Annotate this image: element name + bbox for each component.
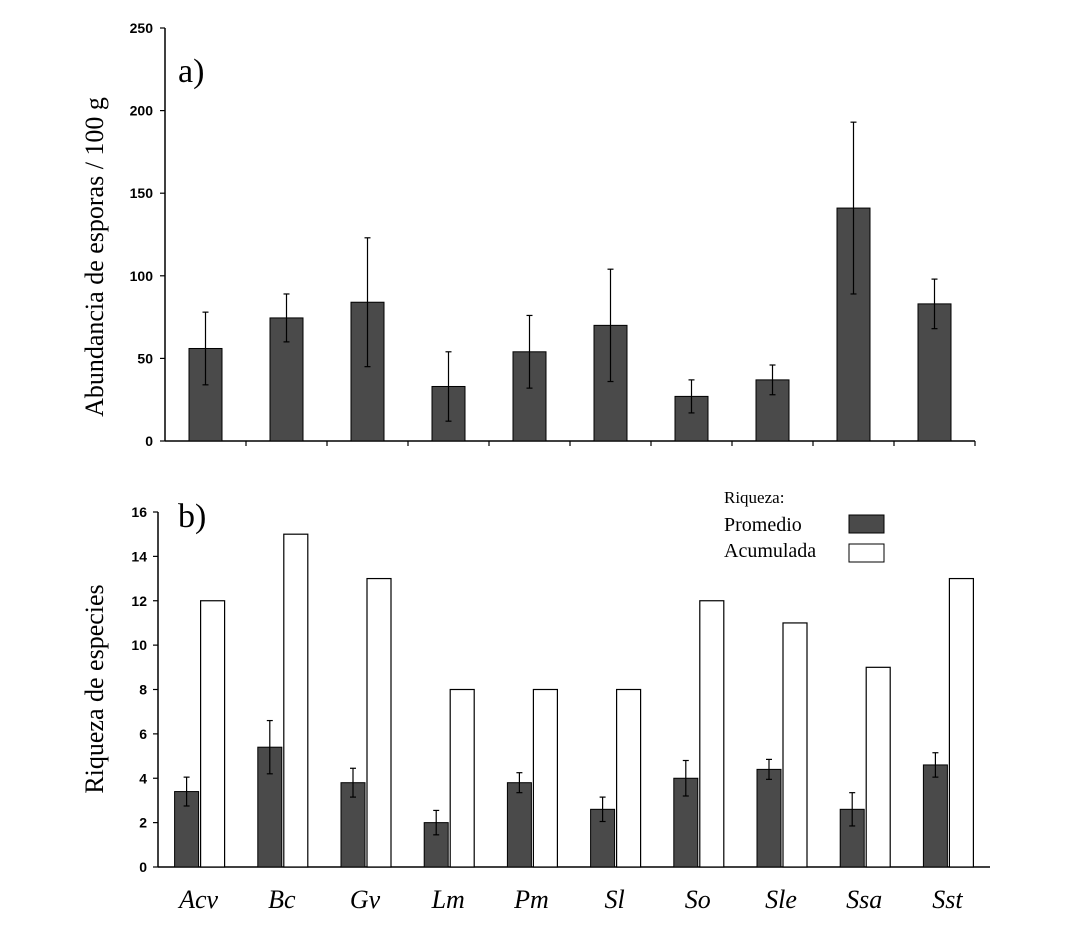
category-label-so: So <box>685 885 711 914</box>
panel-a-y-tick-label: 150 <box>130 185 154 201</box>
bar-acumulada-sle <box>782 622 808 868</box>
bar-promedio-sst <box>922 764 948 868</box>
panel-a-label: a) <box>178 53 204 90</box>
category-label-pm: Pm <box>513 885 549 914</box>
panel-a-y-tick-label: 100 <box>130 268 154 284</box>
panel-a-y-tick-label: 200 <box>130 103 154 119</box>
bar-acumulada-sl <box>615 688 642 868</box>
panel-b-y-axis-title: Riqueza de especies <box>80 584 109 793</box>
category-label-ssa: Ssa <box>846 885 882 914</box>
bar-acumulada-pm <box>532 688 559 868</box>
category-label-gv: Gv <box>350 885 381 914</box>
bar-promedio-sle <box>756 768 782 868</box>
panel-b-y-tick-label: 12 <box>131 593 147 609</box>
panel-b-y-tick-label: 8 <box>139 682 147 698</box>
bar-promedio-pm <box>506 782 532 868</box>
legend: Riqueza: Promedio Acumulada <box>724 488 885 563</box>
bar-acumulada-gv <box>366 577 392 868</box>
legend-swatch-promedio <box>848 514 885 534</box>
bar-acumulada-ssa <box>865 666 891 868</box>
panel-b-y-tick-label: 2 <box>139 815 147 831</box>
panel-b-bars <box>174 533 975 868</box>
panel-a-y-axis-title: Abundancia de esporas / 100 g <box>80 97 109 417</box>
category-label-bc: Bc <box>268 885 296 914</box>
panel-b: b) Riqueza de especies 0 2 4 6 8 10 12 14 16 Acv… <box>80 488 990 914</box>
category-label-lm: Lm <box>431 885 465 914</box>
panel-b-y-tick-label: 16 <box>131 504 147 520</box>
panel-a-y-tick-label: 250 <box>130 20 154 36</box>
bar-acumulada-bc <box>283 533 309 868</box>
bar-acumulada-sst <box>948 577 975 868</box>
category-label-acv: Acv <box>177 885 218 914</box>
bar-acumulada-acv <box>200 600 226 868</box>
panel-b-y-tick-label: 6 <box>139 726 147 742</box>
legend-label-promedio: Promedio <box>724 514 802 536</box>
panel-a-bars <box>188 121 952 442</box>
panel-b-y-tick-label: 10 <box>131 637 147 653</box>
panel-b-y-tick-label: 4 <box>139 770 147 786</box>
panel-a-y-tick-label: 50 <box>137 350 153 366</box>
bar-acumulada-lm <box>449 688 475 868</box>
legend-title: Riqueza: <box>724 488 784 507</box>
panel-b-y-tick-label: 0 <box>139 859 147 875</box>
legend-swatch-acumulada <box>848 543 885 563</box>
category-label-sst: Sst <box>932 885 963 914</box>
category-label-sle: Sle <box>765 885 797 914</box>
panel-b-y-tick-label: 14 <box>131 548 147 564</box>
category-labels: Acv Bc Gv Lm Pm Sl So Sle Ssa Sst <box>177 885 963 914</box>
bar-acumulada-so <box>699 600 725 868</box>
panel-b-label: b) <box>178 498 206 535</box>
category-label-sl: Sl <box>604 885 624 914</box>
panel-a: a) Abundancia de esporas / 100 g 0 50 100 1… <box>80 20 976 449</box>
panel-a-y-tick-label: 0 <box>145 433 153 449</box>
legend-label-acumulada: Acumulada <box>724 540 816 562</box>
